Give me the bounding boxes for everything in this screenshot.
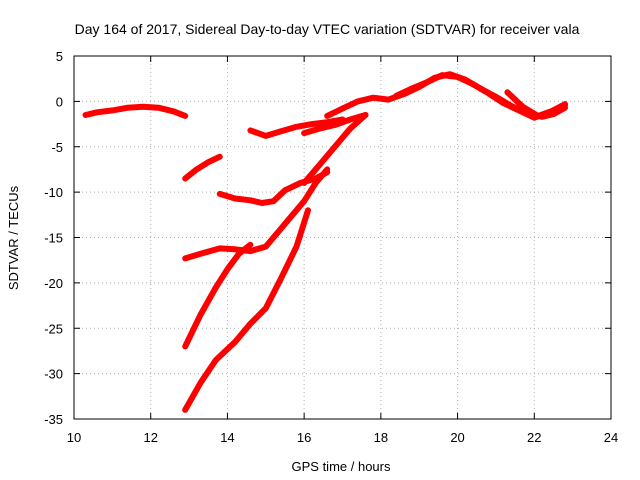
y-tick-label: 5 — [56, 49, 63, 64]
x-tick-label: 22 — [527, 430, 541, 445]
x-tick-label: 14 — [220, 430, 234, 445]
x-axis-label: GPS time / hours — [292, 459, 391, 474]
y-tick-label: -35 — [44, 412, 63, 427]
data-series-line — [301, 112, 369, 186]
x-tick-label: 24 — [604, 430, 618, 445]
x-tick-label: 10 — [67, 430, 81, 445]
x-tick-label: 18 — [374, 430, 388, 445]
chart-title: Day 164 of 2017, Sidereal Day-to-day VTE… — [75, 21, 580, 37]
x-tick-label: 12 — [143, 430, 157, 445]
y-tick-label: -15 — [44, 231, 63, 246]
y-tick-label: -20 — [44, 276, 63, 291]
y-axis-label: SDTVAR / TECUs — [6, 185, 21, 290]
axis-ticks: 10 12 14 16 18 20 22 24 -35 -30 -25 -20 -15 -10 -5 0 5 — [44, 49, 618, 445]
data-series-line — [301, 112, 369, 137]
x-tick-label: 16 — [297, 430, 311, 445]
data-series-line — [182, 166, 331, 262]
y-tick-label: -5 — [51, 140, 63, 155]
data-series-layer — [82, 71, 568, 413]
data-series-line — [504, 89, 568, 119]
data-series-line — [182, 153, 223, 182]
y-tick-label: 0 — [56, 94, 63, 109]
y-tick-label: -10 — [44, 185, 63, 200]
data-series-line — [82, 103, 189, 119]
y-tick-label: -30 — [44, 367, 63, 382]
x-tick-label: 20 — [450, 430, 464, 445]
data-series-line — [182, 207, 311, 413]
y-tick-label: -25 — [44, 321, 63, 336]
data-series-line — [247, 116, 346, 139]
